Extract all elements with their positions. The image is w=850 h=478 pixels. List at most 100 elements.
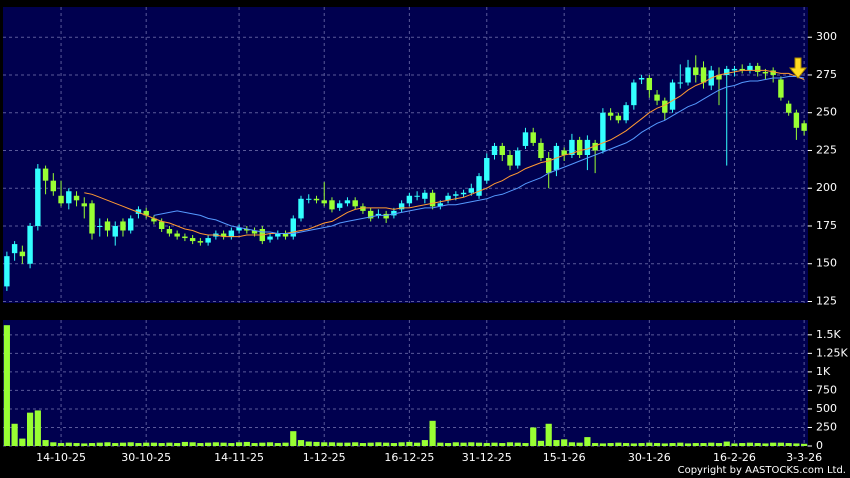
volume-bar xyxy=(522,443,529,446)
candle-body xyxy=(89,203,95,234)
candle-body xyxy=(391,210,397,216)
volume-bar xyxy=(599,443,606,446)
y-tick-label: 225 xyxy=(816,143,837,156)
volume-bar xyxy=(661,443,668,446)
candle-body xyxy=(228,230,235,237)
volume-panel xyxy=(3,320,808,446)
candle-body xyxy=(174,233,180,237)
volume-bar xyxy=(266,442,274,446)
volume-bar xyxy=(73,443,80,446)
volume-bar xyxy=(259,442,266,446)
volume-bar xyxy=(3,325,10,446)
candle-body xyxy=(151,218,157,222)
candle-body xyxy=(731,68,738,71)
candle-body xyxy=(507,155,513,166)
candle-body xyxy=(476,176,482,196)
volume-bar xyxy=(723,441,730,446)
candle-body xyxy=(313,198,320,201)
volume-bar xyxy=(506,442,514,446)
volume-bar xyxy=(754,443,761,446)
moving-average xyxy=(153,76,805,234)
price-panel xyxy=(3,7,808,303)
candle-body xyxy=(724,68,730,75)
candle-body xyxy=(739,68,745,71)
volume-bar xyxy=(607,443,614,446)
candle-body xyxy=(251,230,258,234)
volume-bar xyxy=(344,442,351,446)
candle-body xyxy=(484,158,490,181)
candle-body xyxy=(654,94,660,101)
x-tick-label: 16-2-26 xyxy=(713,451,756,464)
volume-bar xyxy=(383,442,390,446)
volume-bar xyxy=(576,442,583,446)
candle-body xyxy=(50,180,57,192)
volume-bar xyxy=(290,431,297,446)
candle-body xyxy=(329,200,335,210)
candle-body xyxy=(336,203,343,208)
volume-bar xyxy=(801,443,808,446)
volume-bar xyxy=(65,442,72,446)
candle-body xyxy=(220,233,227,237)
volume-bar xyxy=(746,442,754,446)
y-tick-label: 500 xyxy=(816,402,837,415)
candle-body xyxy=(189,238,196,242)
volume-bar xyxy=(499,443,506,446)
volume-bar xyxy=(158,443,165,446)
volume-bar xyxy=(390,443,397,446)
volume-bar xyxy=(731,443,738,446)
candle-body xyxy=(700,67,707,83)
x-tick-label: 15-1-26 xyxy=(543,451,586,464)
volume-bar xyxy=(375,442,382,446)
y-tick-label: 175 xyxy=(816,219,837,232)
candle-body xyxy=(638,77,645,80)
volume-bar xyxy=(367,442,374,446)
candle-body xyxy=(422,192,428,199)
candle-body xyxy=(646,77,653,91)
candle-body xyxy=(66,191,72,204)
candle-body xyxy=(685,67,691,83)
volume-bar xyxy=(592,443,599,446)
candle-body xyxy=(367,210,374,219)
volume-bar xyxy=(359,443,367,446)
volume-bar xyxy=(305,441,312,446)
plot-layer: 14-10-25 30-10-25 14-11-25 1-12-25 16-12-25 3… xyxy=(3,7,848,464)
volume-bar xyxy=(684,443,692,446)
volume-bar xyxy=(352,442,359,446)
candle-body xyxy=(460,192,467,195)
candle-body xyxy=(716,74,722,80)
volume-bar xyxy=(437,442,444,446)
volume-bar xyxy=(406,441,413,446)
candle-body xyxy=(445,195,451,201)
volume-bar xyxy=(483,443,490,446)
candle-body xyxy=(406,195,413,204)
volume-bar xyxy=(653,443,661,446)
volume-bar xyxy=(189,442,196,446)
volume-bar xyxy=(630,443,637,446)
candle-body xyxy=(306,198,312,200)
volume-bar xyxy=(421,440,428,446)
volume-bar xyxy=(11,423,18,446)
volume-bar xyxy=(220,442,227,446)
candle-body xyxy=(11,244,18,254)
volume-bar xyxy=(770,442,777,446)
candle-body xyxy=(298,198,304,219)
candle-body xyxy=(584,139,591,155)
candle-body xyxy=(135,209,142,214)
candle-body xyxy=(267,236,273,240)
candle-body xyxy=(429,192,436,207)
candle-body xyxy=(97,225,103,227)
volume-bar xyxy=(57,443,65,446)
x-tick-label: 14-11-25 xyxy=(214,451,264,464)
candle-body xyxy=(158,221,165,229)
candle-body xyxy=(468,188,475,193)
volume-bar xyxy=(274,443,281,446)
y-tick-label: 275 xyxy=(816,68,837,81)
candle-body xyxy=(35,168,41,226)
candle-body xyxy=(19,251,26,257)
volume-bar xyxy=(460,442,467,446)
volume-bar xyxy=(112,443,119,446)
volume-bar xyxy=(174,443,181,446)
y-tick-label: 250 xyxy=(816,420,837,433)
volume-bar xyxy=(568,442,576,446)
